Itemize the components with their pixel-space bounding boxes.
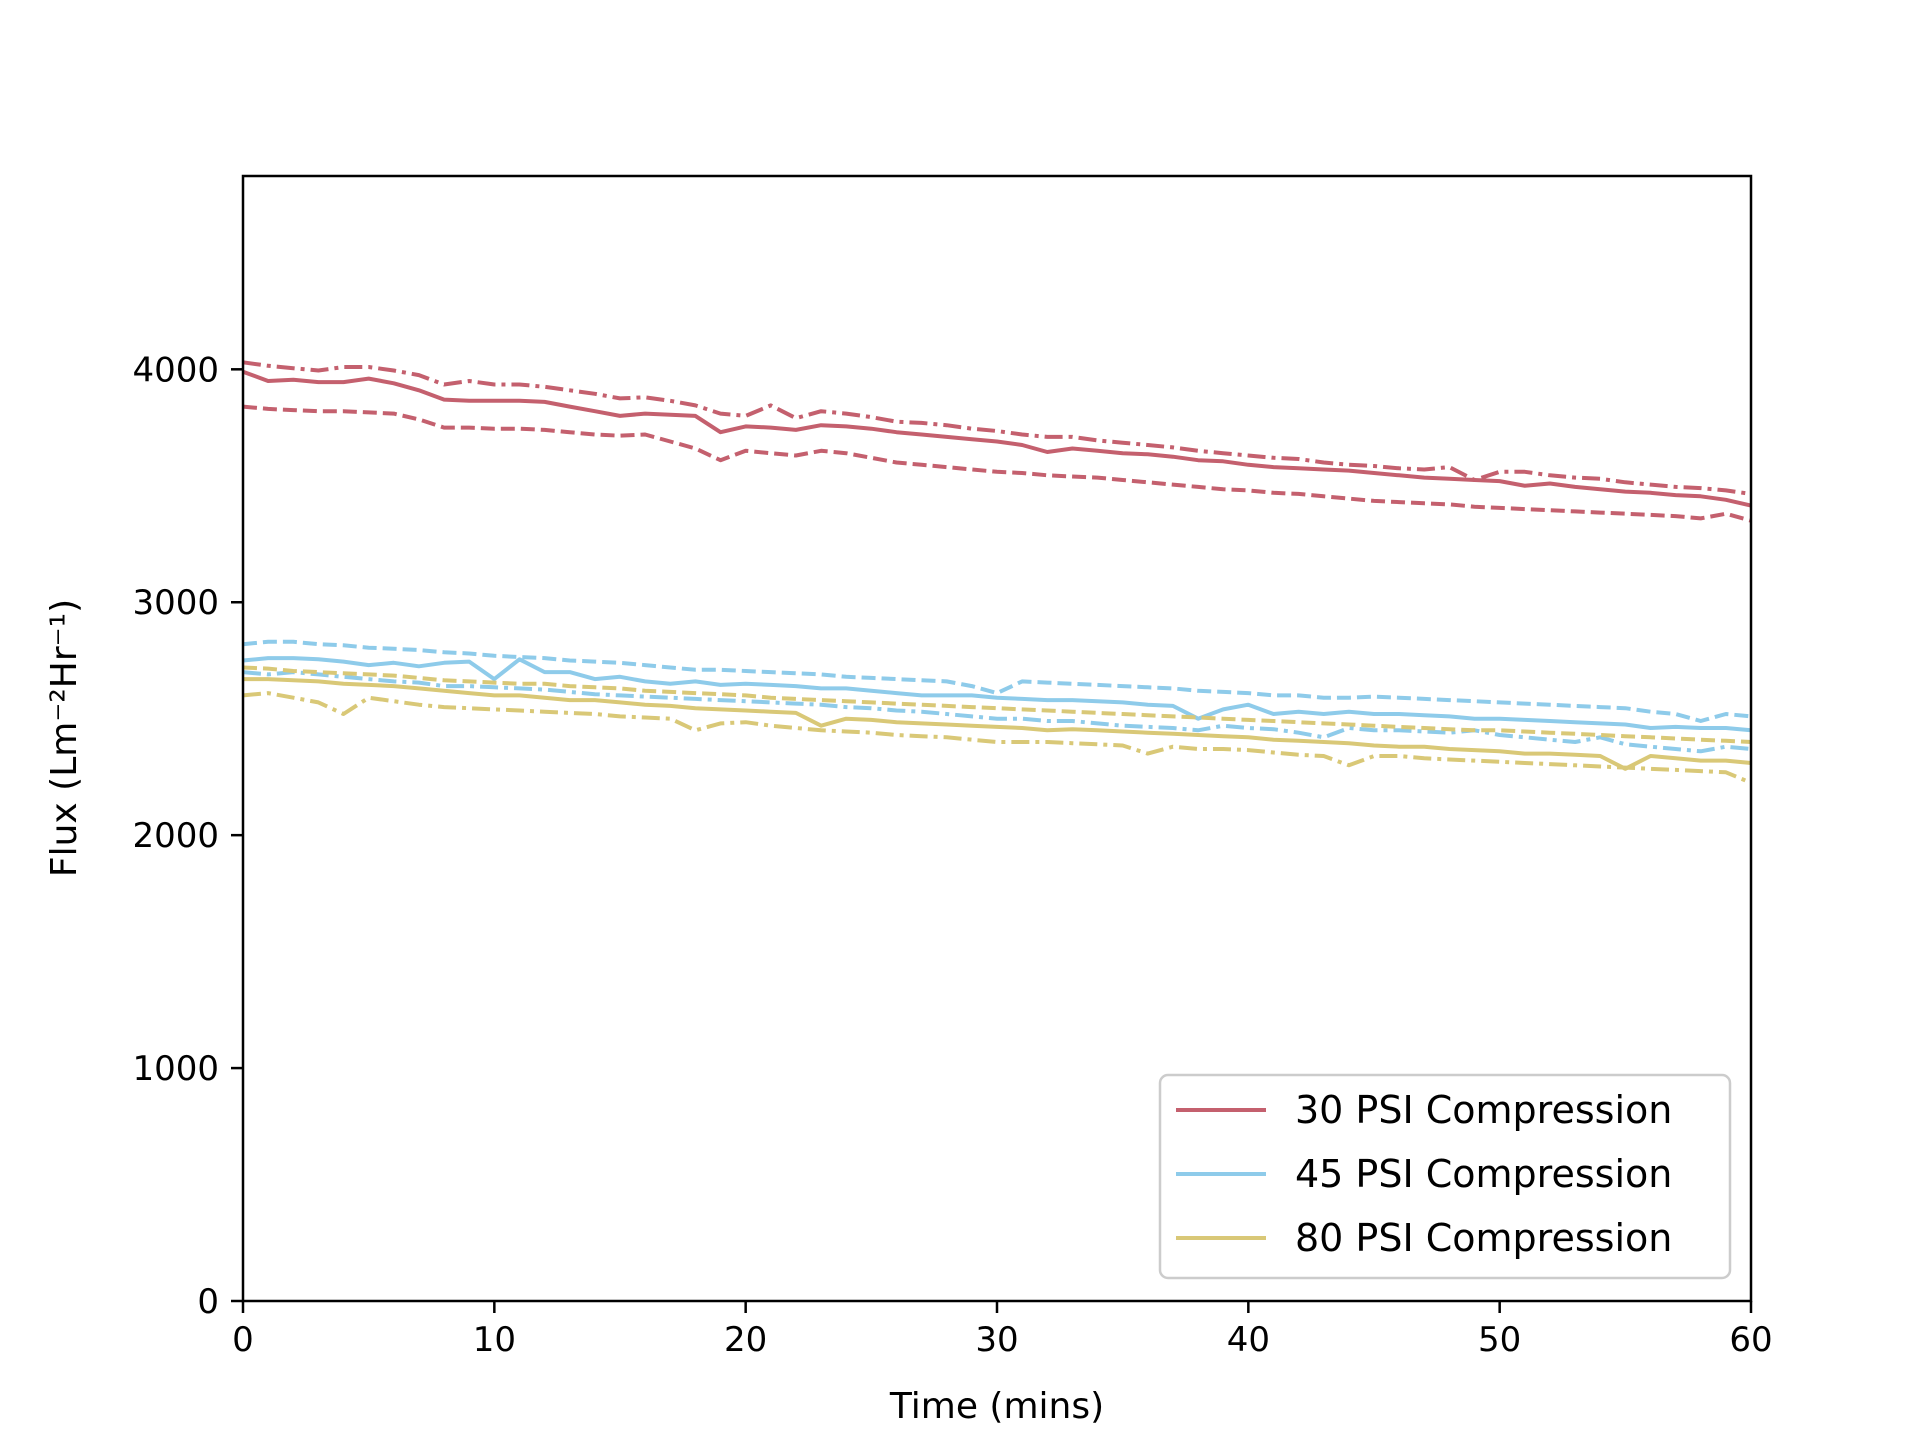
x-axis-label: Time (mins) [889, 1386, 1104, 1427]
y-axis-label: Flux (Lm⁻²Hr⁻¹) [44, 599, 85, 877]
x-tick-label: 50 [1478, 1320, 1521, 1360]
y-tick-label: 4000 [132, 350, 219, 390]
series-line-3-solid [243, 677, 1752, 771]
series-layer [242, 360, 1752, 785]
series-line-1-solid [242, 369, 1752, 508]
legend-box [1158, 1073, 1732, 1280]
x-tick-label: 30 [975, 1320, 1018, 1360]
y-tick-label: 0 [197, 1282, 219, 1322]
series-line-2-dashdot [242, 670, 1752, 754]
y-tick-label: 3000 [132, 583, 219, 623]
x-tick-label: 10 [473, 1320, 516, 1360]
legend-label: 80 PSI Compression [1295, 1216, 1672, 1260]
legend-label: 45 PSI Compression [1295, 1152, 1672, 1196]
x-tick-label: 40 [1227, 1320, 1270, 1360]
x-axis-ticks: 0 10 20 30 40 50 60 [232, 1301, 1773, 1360]
y-tick-label: 1000 [132, 1049, 219, 1089]
x-tick-label: 20 [724, 1320, 767, 1360]
series-line-1-dashed [242, 404, 1752, 523]
legend: 30 PSI Compression 45 PSI Compression 80 P… [1158, 1073, 1732, 1280]
series-line-2-dashed [242, 639, 1752, 723]
x-tick-label: 60 [1729, 1320, 1772, 1360]
y-axis-ticks: 0 1000 2000 3000 4000 [132, 350, 243, 1322]
series-line-3-dashed [242, 665, 1752, 744]
x-tick-label: 0 [232, 1320, 254, 1360]
series-line-1-dashdot [242, 360, 1752, 496]
y-tick-label: 2000 [132, 816, 219, 856]
series-line-2-solid [242, 656, 1752, 733]
legend-label: 30 PSI Compression [1295, 1088, 1672, 1132]
